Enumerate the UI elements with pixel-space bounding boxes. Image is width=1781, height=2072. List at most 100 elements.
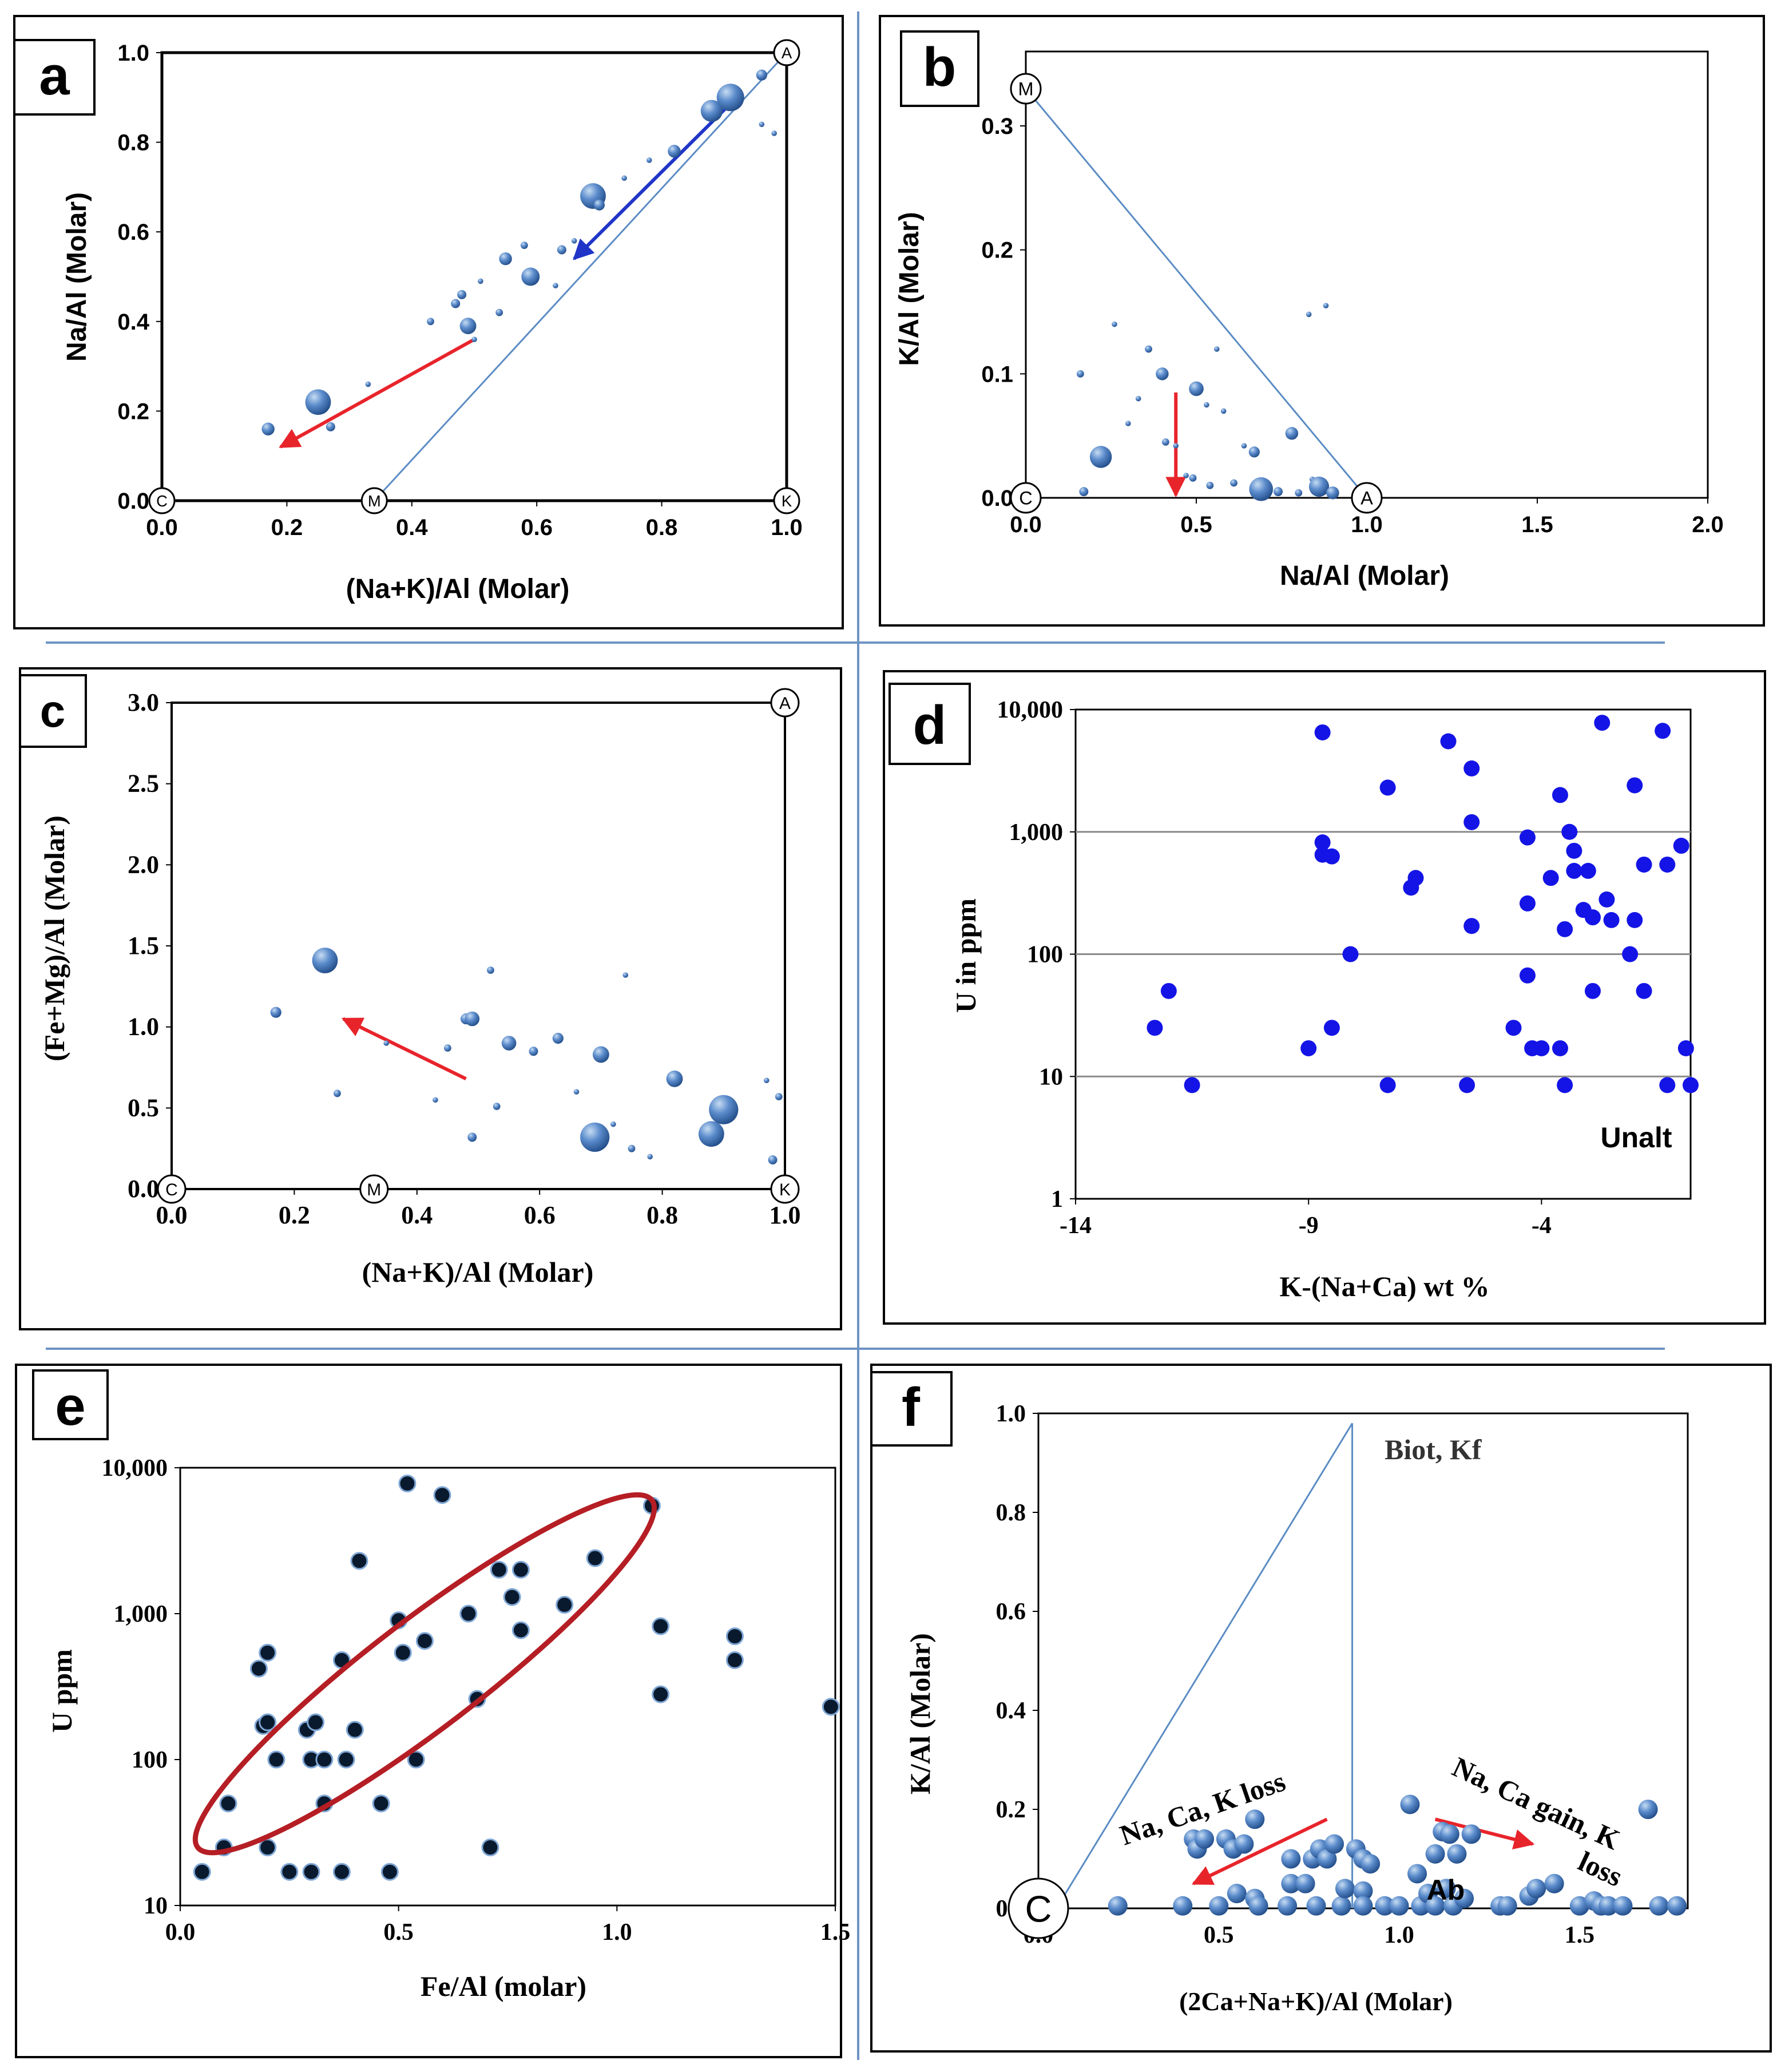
panel-a-frame	[13, 15, 844, 629]
triangle-edge	[374, 51, 788, 502]
data-point	[365, 381, 371, 387]
data-point	[652, 1617, 670, 1635]
data-point	[433, 1097, 438, 1103]
panel-e-xlabel: Fe/Al (molar)	[421, 1970, 586, 2002]
data-point	[1389, 1896, 1409, 1916]
x-tick-label: 1.5	[1565, 1922, 1595, 1948]
data-point	[1379, 1077, 1396, 1094]
data-point	[465, 1011, 480, 1027]
data-point	[1145, 345, 1152, 353]
y-tick-label: 1.0	[128, 1013, 159, 1041]
y-tick-label: 0.2	[996, 1797, 1026, 1823]
data-point	[1213, 346, 1220, 352]
data-point	[1683, 1077, 1699, 1094]
data-point	[1598, 1896, 1619, 1916]
panel-f-xlabel: (2Ca+Na+K)/Al (Molar)	[1179, 1987, 1453, 2016]
panel-a-chart: 0.0 0.2 0.4 0.6 0.8 1.0 0.0 0.2 0.4 0.6 0.8 1.0 C M K…	[62, 39, 803, 604]
panel-e-letter-text: e	[55, 1376, 85, 1437]
data-point	[1135, 395, 1141, 402]
data-point	[1306, 311, 1312, 318]
data-point	[1375, 1896, 1395, 1916]
data-point	[1189, 474, 1197, 482]
data-point	[503, 1588, 521, 1606]
y-tick-label: 0.0	[128, 1175, 159, 1203]
data-point	[1649, 1896, 1669, 1916]
data-point	[267, 1750, 285, 1769]
x-tick-label: -4	[1532, 1213, 1552, 1239]
data-point	[481, 1839, 499, 1857]
data-point	[249, 1659, 268, 1678]
data-point	[768, 1155, 778, 1164]
data-point	[1285, 427, 1299, 440]
data-point	[529, 1047, 538, 1056]
panel-c-chart: 0.0 0.2 0.4 0.6 0.8 1.00.00.51.01.52.02.53.0 …	[38, 688, 801, 1288]
data-point	[1156, 367, 1169, 381]
data-point	[1497, 1896, 1517, 1916]
panel-c-ylabel: (Fe+Mg)/Al (Molar)	[38, 815, 70, 1061]
data-point	[698, 1121, 724, 1147]
data-point	[1323, 1020, 1340, 1036]
data-point	[1566, 842, 1582, 859]
data-point	[1295, 1873, 1315, 1893]
data-point	[1533, 1040, 1550, 1056]
data-point	[593, 199, 605, 211]
panel-f-gain-annotation-2: loss	[1573, 1845, 1627, 1893]
data-point	[332, 1863, 351, 1881]
vertex-marker	[770, 688, 800, 718]
data-point	[556, 1596, 574, 1614]
data-point	[326, 422, 335, 431]
y-tick-label: 1,000	[114, 1601, 168, 1627]
panel-e-letter: e	[32, 1369, 109, 1440]
data-point	[493, 1103, 501, 1110]
panel-f-letter-text: f	[902, 1377, 921, 1438]
data-point	[1079, 487, 1089, 497]
data-point	[1519, 829, 1536, 846]
data-point	[1379, 779, 1396, 796]
data-point	[1249, 477, 1274, 501]
x-tick-label: 0.5	[1180, 512, 1212, 537]
data-point	[383, 1040, 389, 1046]
vertex-label: K	[782, 492, 792, 510]
data-point	[1308, 476, 1330, 497]
data-point	[219, 1794, 237, 1813]
data-point	[1360, 1854, 1381, 1874]
data-point	[557, 245, 566, 255]
data-point	[1519, 967, 1536, 984]
data-point	[1295, 489, 1303, 497]
data-point	[1627, 912, 1643, 928]
y-tick-label: 3.0	[128, 688, 159, 716]
data-point	[1594, 715, 1611, 731]
data-point	[1314, 724, 1331, 740]
panel-b-frame	[879, 15, 1765, 627]
y-tick-label: 10,000	[102, 1455, 168, 1481]
data-point	[756, 69, 767, 81]
data-point	[1125, 421, 1131, 426]
x-tick-label: 0.6	[524, 1201, 556, 1229]
panel-e-chart: 0.0 0.5 1.0 1.5 10 100 1,000 10,000 Fe/Al (mola…	[46, 1455, 850, 2002]
data-point	[372, 1794, 390, 1813]
data-point	[1673, 838, 1689, 854]
data-point	[571, 238, 577, 244]
data-point	[1459, 1077, 1475, 1094]
panel-d-xlabel: K-(Na+Ca) wt %	[1279, 1270, 1489, 1302]
panel-a-xlabel: (Na+K)/Al (Molar)	[346, 574, 570, 604]
trend-arrow	[1191, 1817, 1328, 1885]
data-point	[1613, 1896, 1633, 1916]
data-point	[415, 1632, 434, 1650]
data-point	[552, 1032, 564, 1044]
x-tick-label: 0.0	[156, 1201, 188, 1229]
vertex-label: A	[779, 694, 791, 713]
data-point	[1076, 370, 1084, 378]
data-point	[1407, 1864, 1427, 1884]
data-point	[1677, 1040, 1694, 1056]
data-point	[1317, 1849, 1337, 1869]
vertex-marker	[773, 487, 800, 514]
data-point	[646, 157, 652, 163]
data-point	[622, 972, 629, 978]
data-point	[1552, 787, 1568, 803]
vertex-label: K	[779, 1180, 791, 1199]
data-point	[1425, 1896, 1445, 1916]
data-point	[1463, 814, 1480, 830]
data-point	[407, 1750, 425, 1769]
data-point	[647, 1154, 653, 1160]
